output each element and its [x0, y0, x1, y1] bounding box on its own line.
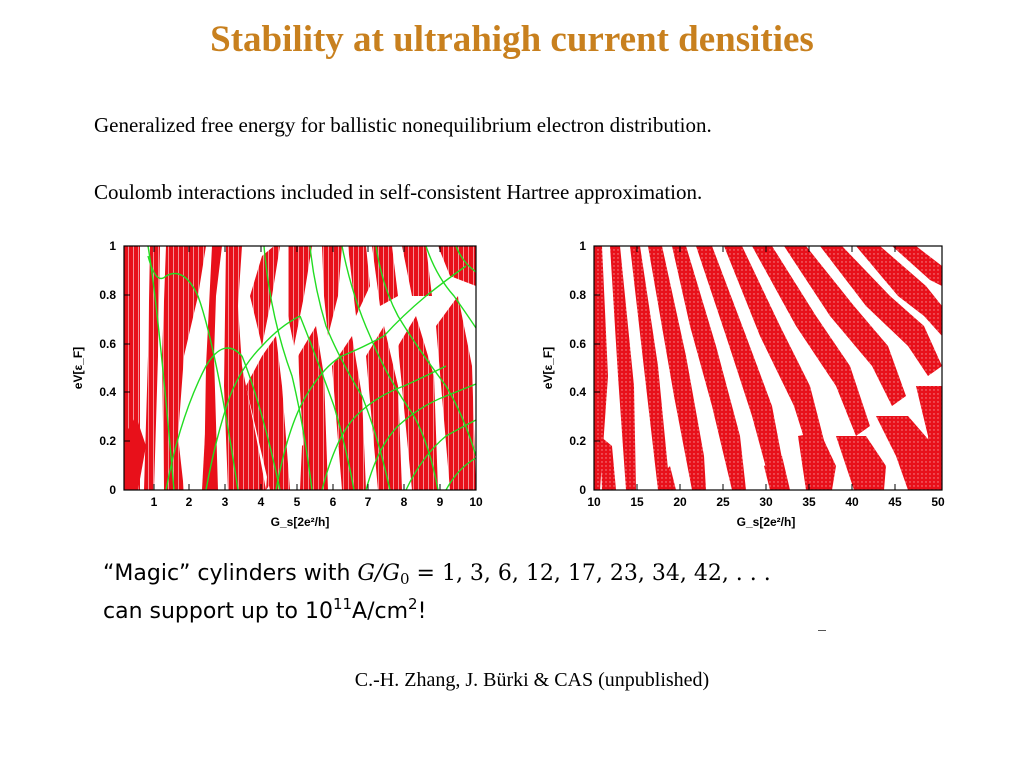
stability-plot-large-g-svg: 10 15 20 25 30 35 40 45 50 0 0.2 0.4 0.6… — [541, 239, 945, 529]
current-prefix: can support up to 10 — [103, 599, 333, 624]
bullet-coulomb: Coulomb interactions included in self-co… — [94, 180, 703, 204]
x-tick-label: 45 — [888, 495, 902, 509]
x-tick-label: 20 — [673, 495, 687, 509]
y-tick-label: 0 — [109, 483, 116, 497]
current-density-line: can support up to 1011A/cm2! — [103, 597, 427, 625]
x-tick-label: 7 — [365, 495, 372, 509]
x-tick-label: 25 — [716, 495, 730, 509]
x-axis-label: G_s[2e²/h] — [271, 515, 330, 529]
y-tick-label: 0.8 — [569, 288, 586, 302]
y-tick-label: 0 — [579, 483, 586, 497]
axes-ticks-left — [124, 246, 441, 490]
stability-plot-small-g: 1 2 3 4 5 6 7 8 9 10 0 0.2 0.4 0.6 0.8 1… — [66, 236, 486, 541]
math-slash: / — [374, 561, 383, 586]
axes-ticks-right — [594, 246, 896, 490]
y-tick-label: 0.4 — [99, 385, 116, 399]
x-tick-label: 8 — [401, 495, 408, 509]
magic-cylinders-line: “Magic” cylinders with G/G0 = 1, 3, 6, 1… — [103, 561, 771, 588]
x-tick-label: 6 — [330, 495, 337, 509]
y-tick-label: 0.2 — [99, 434, 116, 448]
unit-text: A/cm — [352, 599, 409, 624]
exponent-11: 11 — [332, 595, 353, 613]
y-tick-label: 0.2 — [569, 434, 586, 448]
y-tick-label: 0.6 — [569, 337, 586, 351]
magic-prefix: “Magic” cylinders with — [103, 561, 351, 586]
x-tick-label: 15 — [630, 495, 644, 509]
y-tick-label: 0.6 — [99, 337, 116, 351]
x-tick-label: 1 — [151, 495, 158, 509]
x-tick-label: 40 — [845, 495, 859, 509]
stability-plot-large-g: 10 15 20 25 30 35 40 45 50 0 0.2 0.4 0.6… — [536, 236, 956, 541]
math-sub-zero: 0 — [399, 570, 410, 588]
y-tick-label: 0.8 — [99, 288, 116, 302]
math-equals: = — [416, 561, 435, 586]
math-G0: G — [382, 561, 400, 586]
x-tick-label: 10 — [469, 495, 483, 509]
stray-dash — [818, 630, 826, 631]
y-axis-label: eV[ε_F] — [71, 347, 85, 389]
x-axis-label: G_s[2e²/h] — [737, 515, 796, 529]
green-curves-left — [147, 246, 476, 490]
unit-exponent: 2 — [408, 595, 418, 613]
slide-title: Stability at ultrahigh current densities — [210, 19, 814, 60]
x-tick-label: 30 — [759, 495, 773, 509]
x-tick-label: 9 — [437, 495, 444, 509]
magic-values: 1, 3, 6, 12, 17, 23, 34, 42, . . . — [441, 561, 771, 586]
x-tick-label: 10 — [587, 495, 601, 509]
math-G: G — [357, 561, 375, 586]
stable-regions-right — [594, 246, 942, 490]
y-axis-label: eV[ε_F] — [541, 347, 555, 389]
x-tick-label: 35 — [802, 495, 816, 509]
x-tick-label: 5 — [294, 495, 301, 509]
x-tick-label: 50 — [931, 495, 945, 509]
y-tick-label: 1 — [579, 239, 586, 253]
y-tick-label: 0.4 — [569, 385, 586, 399]
exclamation: ! — [417, 599, 427, 624]
x-tick-label: 2 — [186, 495, 193, 509]
stability-plot-small-g-svg: 1 2 3 4 5 6 7 8 9 10 0 0.2 0.4 0.6 0.8 1… — [71, 239, 483, 529]
stable-regions-left — [124, 246, 476, 490]
x-tick-label: 3 — [222, 495, 229, 509]
y-tick-label: 1 — [109, 239, 116, 253]
credit-line: C.-H. Zhang, J. Bürki & CAS (unpublished… — [354, 669, 710, 691]
x-tick-label: 4 — [258, 495, 265, 509]
bullet-free-energy: Generalized free energy for ballistic no… — [94, 113, 712, 137]
